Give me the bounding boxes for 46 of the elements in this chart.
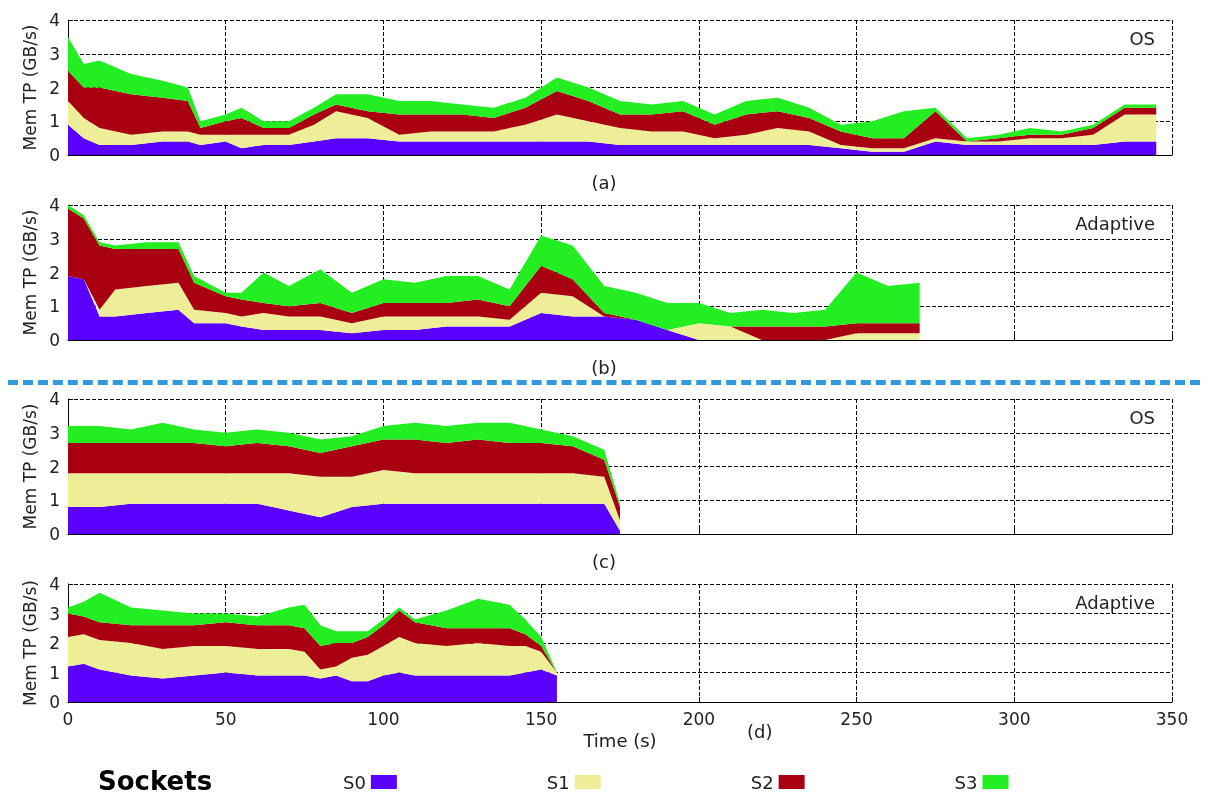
chart-title: Adaptive [1075, 212, 1156, 234]
x-tick-label: 150 [524, 708, 558, 729]
text: (b) [591, 356, 617, 378]
y-tick-label: 4 [49, 195, 60, 215]
legend-label: S2 [750, 771, 774, 793]
x-tick-label: 200 [682, 708, 716, 729]
y-tick-label: 1 [49, 490, 60, 511]
y-axis-title: Mem TP (GB/s) [19, 24, 40, 151]
y-tick-label: 4 [49, 389, 60, 409]
legend-label: S0 [342, 771, 366, 793]
y-tick-label: 1 [49, 662, 60, 683]
legend-title: Sockets [98, 766, 213, 796]
y-tick-label: 1 [49, 296, 60, 317]
y-tick-label: 2 [49, 77, 60, 98]
text: (d) [747, 720, 773, 742]
y-axis-title: Mem TP (GB/s) [19, 209, 40, 336]
y-tick-label: 0 [49, 145, 60, 165]
y-tick-label: 1 [49, 111, 60, 132]
chart-title: Adaptive [1075, 591, 1156, 613]
y-tick-label: 3 [49, 603, 60, 624]
y-tick-label: 4 [49, 574, 60, 594]
x-axis-title: Time (s) [582, 730, 657, 752]
x-tick-label: 100 [367, 708, 400, 729]
y-tick-label: 0 [49, 330, 60, 350]
y-tick-label: 2 [49, 262, 60, 283]
y-tick-label: 2 [49, 633, 60, 653]
x-tick-label: 350 [1155, 708, 1189, 729]
y-axis-title: Mem TP (GB/s) [19, 403, 40, 530]
y-axis-title: Mem TP (GB/s) [19, 580, 40, 706]
x-tick-label: 50 [214, 708, 237, 729]
legend-label: S1 [546, 771, 570, 793]
y-tick-label: 0 [49, 524, 60, 544]
x-tick-label: 300 [998, 708, 1031, 729]
legend-label: S3 [954, 771, 978, 793]
text: (c) [592, 550, 616, 572]
y-tick-label: 3 [49, 422, 60, 443]
chart-title: OS [1129, 406, 1155, 428]
y-tick-label: 3 [49, 228, 60, 249]
x-tick-label: 250 [840, 708, 873, 729]
y-tick-label: 3 [49, 43, 60, 64]
x-tick-label: 0 [62, 708, 74, 729]
y-tick-label: 2 [49, 456, 60, 477]
text: (a) [591, 171, 617, 193]
y-tick-label: 0 [49, 692, 60, 712]
chart-title: OS [1129, 27, 1155, 49]
y-tick-label: 4 [49, 10, 60, 30]
